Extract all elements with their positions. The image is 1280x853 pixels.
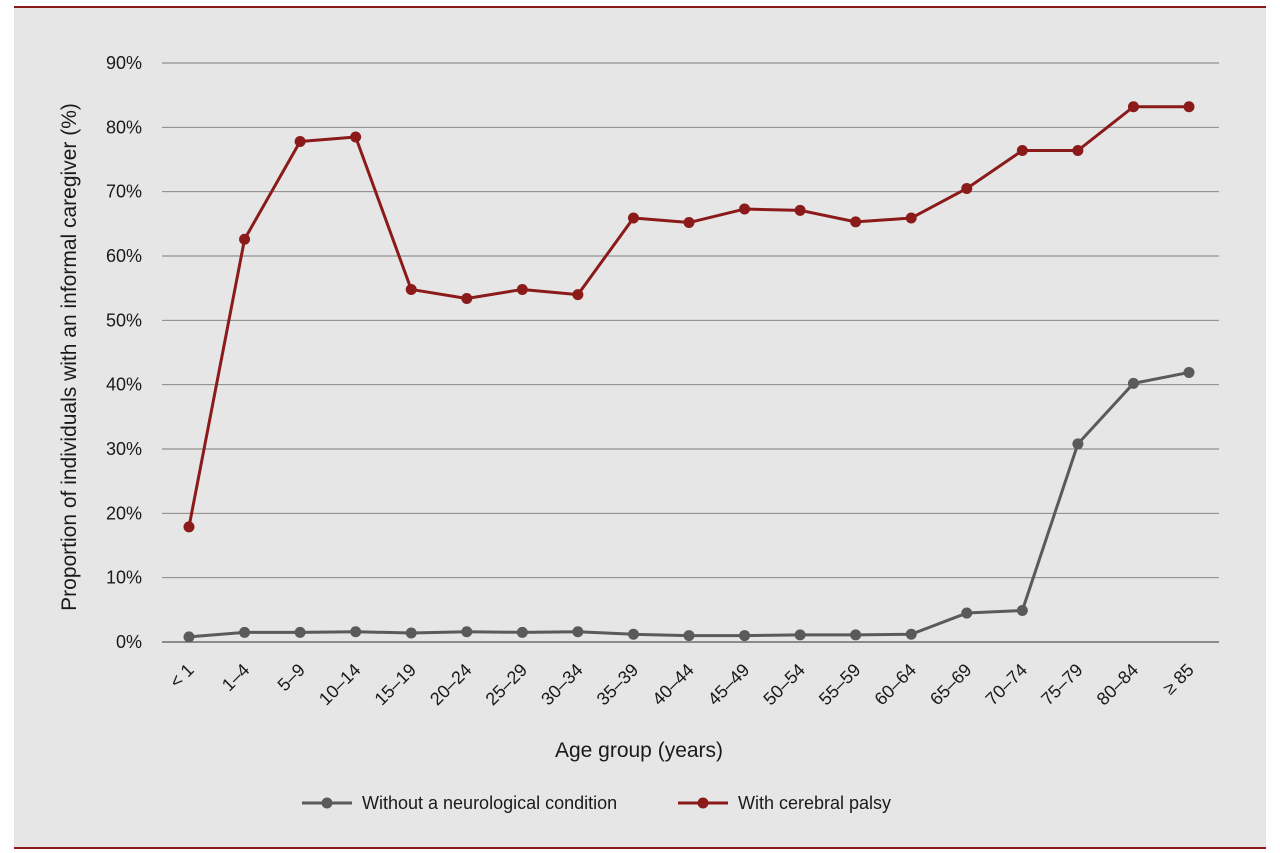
data-point: [627, 212, 639, 224]
x-tick-label: ≥ 85: [1159, 660, 1198, 699]
data-point: [1183, 101, 1195, 113]
legend-marker: [697, 797, 709, 809]
legend-item: With cerebral palsy: [678, 793, 891, 813]
x-tick-label: 50–54: [759, 660, 809, 710]
x-tick-label: 80–84: [1093, 660, 1143, 710]
data-point: [850, 629, 862, 641]
x-tick-label: 20–24: [426, 660, 476, 710]
x-tick-label: 30–34: [537, 660, 587, 710]
x-tick-label: 70–74: [982, 660, 1032, 710]
data-point: [1016, 144, 1028, 156]
data-point: [1072, 438, 1084, 450]
data-point: [294, 135, 306, 147]
data-point: [350, 626, 362, 638]
data-point: [572, 626, 584, 638]
data-point: [794, 204, 806, 216]
gridlines: [162, 62, 1219, 643]
data-point: [1016, 604, 1028, 616]
y-tick-label: 30%: [106, 439, 142, 459]
x-tick-label: 5–9: [274, 660, 309, 695]
legend: Without a neurological condition With cer…: [302, 793, 891, 813]
data-point: [961, 182, 973, 194]
x-tick-label: 15–19: [371, 660, 421, 710]
y-tick-label: 40%: [106, 375, 142, 395]
x-tick-label: 75–79: [1037, 660, 1087, 710]
legend-marker: [321, 797, 333, 809]
series-line: [188, 370, 1190, 639]
x-tick-label: 1–4: [218, 660, 253, 695]
data-point: [905, 628, 917, 640]
y-tick-label: 20%: [106, 503, 142, 523]
data-point: [516, 626, 528, 638]
data-point: [1127, 377, 1139, 389]
data-point: [794, 629, 806, 641]
x-axis-ticks: < 1 1–4 5–9 10–14 15–19 20–24 25–29 30–34 35–39 4…: [166, 660, 1198, 710]
data-point: [294, 626, 306, 638]
chart-frame: 0% 10% 20% 30% 40% 50% 60% 70% 80% 90% < 1 1–4 5–9 1…: [14, 6, 1266, 849]
x-tick-label: 10–14: [315, 660, 365, 710]
data-point: [627, 628, 639, 640]
x-tick-label: 35–39: [593, 660, 643, 710]
data-point: [1183, 366, 1195, 378]
y-axis-ticks: 0% 10% 20% 30% 40% 50% 60% 70% 80% 90%: [106, 53, 142, 652]
y-tick-label: 10%: [106, 568, 142, 588]
x-tick-label: 65–69: [926, 660, 976, 710]
data-point: [1127, 101, 1139, 113]
data-point: [461, 626, 473, 638]
data-point: [850, 216, 862, 228]
legend-label: Without a neurological condition: [362, 793, 617, 813]
data-point: [572, 289, 584, 301]
data-point: [405, 283, 417, 295]
series-group: [183, 101, 1195, 643]
data-point: [461, 292, 473, 304]
y-tick-label: 70%: [106, 182, 142, 202]
legend-item: Without a neurological condition: [302, 793, 617, 813]
line-chart: 0%10%20%30%40%50%60%70%80%90% < 1 1–4 5–9 1…: [58, 53, 1219, 813]
y-tick-label: 90%: [106, 53, 142, 73]
series-line: [187, 105, 1189, 528]
x-tick-label: 25–29: [482, 660, 532, 710]
x-tick-label: 55–59: [815, 660, 865, 710]
x-axis-title: Age group (years): [555, 739, 723, 762]
y-tick-label: 50%: [106, 310, 142, 330]
data-point: [961, 607, 973, 619]
x-tick-label: 60–64: [871, 660, 921, 710]
data-point: [239, 626, 251, 638]
data-point: [739, 203, 751, 215]
x-tick-label: 45–49: [704, 660, 754, 710]
x-tick-label: < 1: [166, 660, 198, 692]
y-tick-label: 60%: [106, 246, 142, 266]
data-point: [683, 217, 695, 229]
data-point: [350, 131, 362, 143]
series-without-neurological-condition: [183, 366, 1195, 643]
data-point: [183, 521, 195, 533]
data-point: [1072, 144, 1084, 156]
data-point: [183, 631, 195, 643]
legend-label: With cerebral palsy: [738, 793, 891, 813]
y-tick-label: 0%: [116, 632, 142, 652]
y-axis-title: Proportion of individuals with an inform…: [58, 103, 81, 611]
data-point: [239, 233, 251, 245]
x-tick-label: 40–44: [648, 660, 698, 710]
data-point: [905, 212, 917, 224]
series-with-cerebral-palsy: [183, 101, 1195, 533]
data-point: [405, 627, 417, 639]
data-point: [739, 630, 751, 642]
y-tick-label: 80%: [106, 117, 142, 137]
data-point: [516, 283, 528, 295]
data-point: [683, 630, 695, 642]
